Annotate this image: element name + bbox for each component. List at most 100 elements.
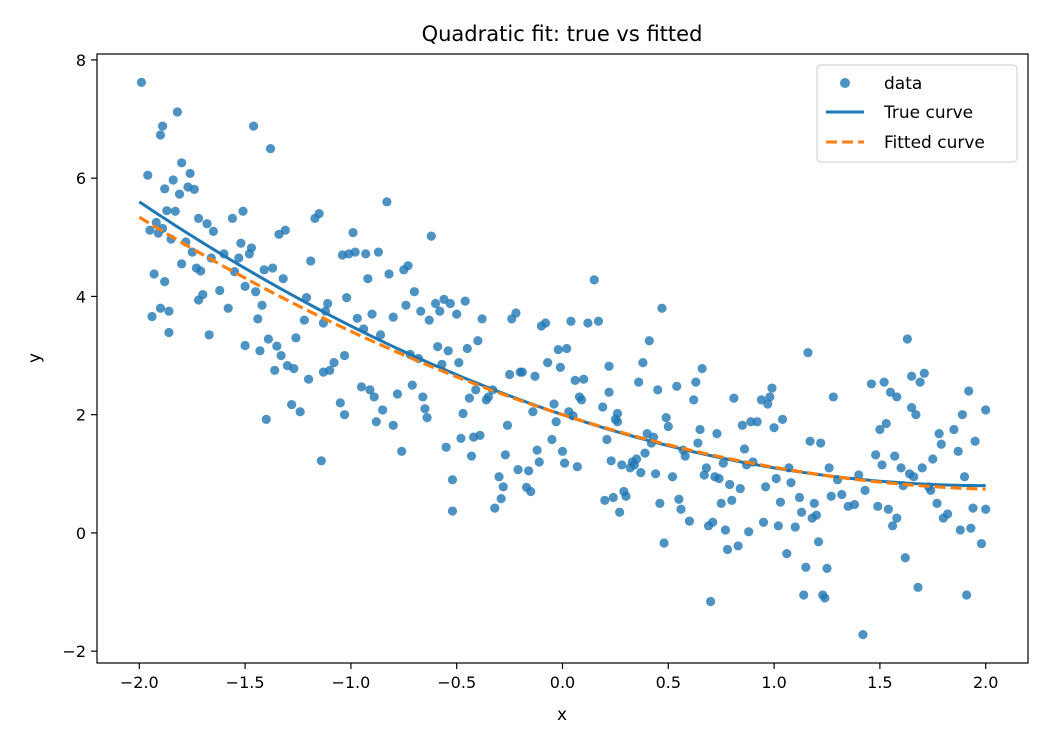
x-axis-label: x [557, 705, 567, 725]
data-point [953, 446, 963, 456]
data-point [718, 458, 728, 468]
data-point [547, 434, 557, 445]
data-point [720, 525, 731, 535]
data-point [758, 517, 769, 527]
data-point [462, 343, 472, 354]
data-point [598, 402, 608, 412]
data-point [667, 472, 678, 482]
data-point [659, 538, 669, 548]
data-point [409, 287, 419, 297]
data-point [765, 392, 775, 402]
data-point [549, 399, 559, 409]
data-point [557, 446, 568, 456]
data-point [873, 501, 883, 511]
data-point [185, 168, 195, 179]
y-tick-label: 0 [76, 524, 86, 543]
data-point [858, 630, 868, 640]
data-point [803, 347, 813, 358]
data-point [919, 368, 929, 378]
data-point [416, 306, 426, 316]
data-point [172, 107, 182, 117]
data-point [782, 549, 792, 559]
data-point [198, 290, 208, 300]
data-point [278, 274, 288, 284]
legend-label-fitted-curve: Fitted curve [884, 133, 985, 153]
data-point [877, 460, 887, 470]
data-point [955, 525, 965, 535]
data-point [155, 130, 166, 140]
data-point [418, 392, 428, 402]
data-point [657, 303, 667, 313]
data-point [500, 450, 510, 460]
data-point [407, 380, 417, 390]
data-point [265, 144, 276, 154]
data-point [651, 469, 661, 479]
data-point [255, 346, 265, 356]
data-point [693, 438, 703, 448]
data-point [697, 363, 707, 374]
data-point [193, 213, 204, 223]
data-point [871, 450, 881, 460]
y-tick-label: 8 [76, 51, 86, 70]
data-point [725, 479, 735, 490]
data-point [316, 456, 326, 466]
data-point [168, 175, 178, 185]
data-point [583, 318, 593, 328]
data-point [352, 313, 362, 323]
data-point [684, 516, 695, 526]
data-point [490, 503, 500, 513]
data-point [826, 491, 836, 501]
data-point [824, 463, 834, 473]
data-point [350, 247, 360, 257]
data-point [259, 265, 269, 275]
data-point [397, 446, 407, 456]
data-point [828, 392, 838, 402]
data-point [794, 492, 805, 503]
data-point [608, 492, 618, 503]
data-point [797, 507, 807, 517]
data-point [699, 470, 709, 480]
data-point [928, 454, 938, 464]
legend-label-true-curve: True curve [883, 103, 973, 123]
data-point [473, 336, 483, 346]
data-point [777, 414, 788, 424]
data-point [511, 308, 521, 318]
data-point [566, 316, 576, 326]
data-point [885, 387, 896, 397]
data-point [915, 377, 925, 387]
legend-label-data: data [884, 74, 922, 94]
data-point [517, 367, 527, 377]
data-point [727, 495, 737, 505]
data-point [466, 451, 477, 461]
data-point [496, 494, 506, 504]
data-point [238, 206, 248, 216]
data-point [306, 256, 316, 266]
data-point [367, 309, 377, 319]
data-point [617, 460, 627, 470]
data-point [680, 451, 690, 461]
data-point [263, 334, 273, 344]
data-point [936, 439, 946, 449]
data-point [369, 392, 379, 402]
data-point [959, 472, 970, 482]
data-point [223, 303, 233, 313]
data-point [934, 428, 944, 439]
data-point [339, 350, 350, 361]
x-tick-label: −1.5 [226, 673, 265, 692]
chart-title: Quadratic fit: true vs fitted [422, 22, 703, 46]
data-point [371, 417, 381, 427]
data-point [471, 385, 481, 395]
data-point [773, 521, 783, 531]
data-point [634, 377, 644, 387]
data-point [892, 392, 902, 402]
data-point [943, 509, 953, 519]
data-point [498, 482, 508, 492]
data-point [261, 414, 271, 424]
data-point [860, 485, 870, 495]
data-point [145, 225, 155, 235]
data-point [299, 315, 309, 325]
data-point [452, 309, 462, 319]
y-tick-label: 6 [76, 169, 86, 188]
x-tick-label: 0.5 [656, 673, 681, 692]
